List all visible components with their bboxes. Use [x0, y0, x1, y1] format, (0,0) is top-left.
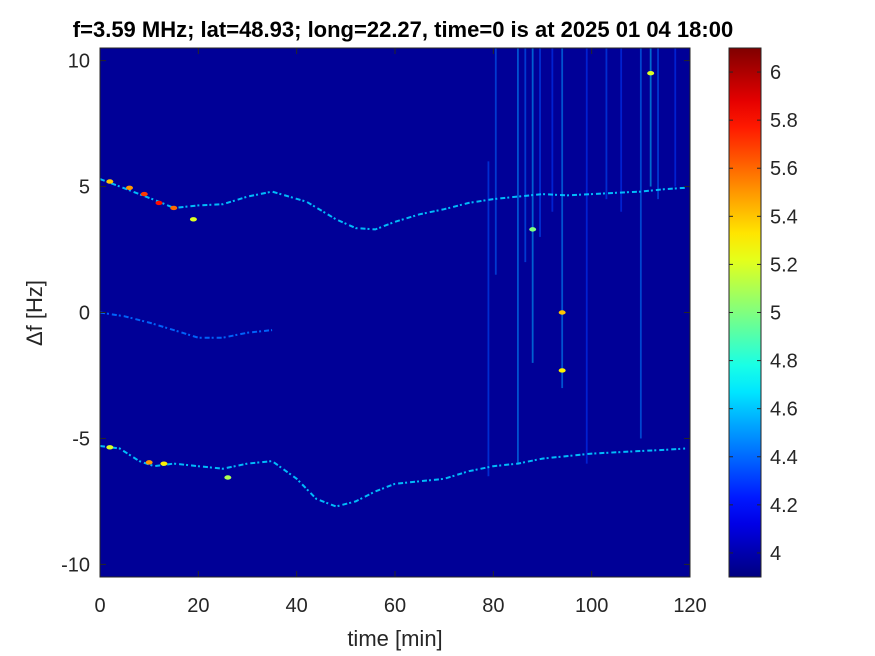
- y-tick-label: 0: [79, 303, 90, 325]
- x-tick-label: 80: [482, 595, 504, 617]
- colorbar-tick-label: 5.4: [770, 206, 798, 228]
- hotspot: [170, 205, 178, 211]
- colorbar: 4 4.2 4.4 4.6 4.8 5 5.2 5.4 5.6 5.8 6: [728, 47, 798, 578]
- vertical-streak: [620, 48, 623, 212]
- colorbar-tick-label: 4: [770, 543, 781, 565]
- hotspot: [145, 460, 153, 465]
- colorbar-ticks: 4 4.2 4.4 4.6 4.8 5 5.2 5.4 5.6 5.8 6: [729, 62, 798, 565]
- chart-title: f=3.59 MHz; lat=48.93; long=22.27, time=…: [73, 17, 733, 42]
- colorbar-tick-label: 4.4: [770, 447, 798, 469]
- colorbar-tick-label: 5: [770, 303, 781, 325]
- trace-upper: [100, 178, 686, 231]
- vertical-streak: [674, 48, 677, 187]
- vertical-streak: [657, 48, 659, 200]
- hotspot: [140, 191, 148, 197]
- hotspot: [126, 185, 133, 191]
- y-tick-label: -5: [72, 428, 90, 450]
- hotspot: [155, 200, 163, 206]
- x-tick-label: 40: [286, 595, 308, 617]
- hotspot: [106, 179, 114, 184]
- vertical-streak: [539, 48, 541, 237]
- vertical-streak: [494, 48, 497, 275]
- vertical-streak: [649, 48, 652, 187]
- y-tick-label: 10: [68, 51, 90, 73]
- y-axis-label: Δf [Hz]: [22, 280, 47, 346]
- x-tick-label: 60: [384, 595, 406, 617]
- vertical-streak: [517, 48, 519, 464]
- plot-area: [99, 47, 691, 578]
- colorbar-tick-label: 4.6: [770, 399, 798, 421]
- y-tick-label: 5: [79, 177, 90, 199]
- colorbar-tick-label: 5.8: [770, 110, 798, 132]
- vertical-streak: [605, 48, 608, 200]
- x-axis: 0 20 40 60 80 100 120: [94, 48, 707, 617]
- plot-background: [100, 48, 690, 577]
- hotspot: [189, 217, 197, 222]
- hotspot: [160, 461, 168, 466]
- colorbar-tick-label: 4.8: [770, 351, 798, 373]
- x-tick-label: 0: [94, 595, 105, 617]
- colorbar-tick-label: 4.2: [770, 495, 798, 517]
- hotspot: [558, 368, 566, 373]
- vertical-streak: [561, 48, 564, 389]
- x-tick-label: 20: [187, 595, 209, 617]
- colorbar-tick-label: 5.2: [770, 254, 798, 276]
- hotspot: [106, 445, 114, 450]
- y-tick-label: -10: [61, 554, 90, 576]
- heatmap-layer: [100, 48, 686, 508]
- trace-middle: [100, 311, 273, 339]
- colorbar-scale: [729, 48, 761, 577]
- colorbar-tick-label: 5.6: [770, 158, 798, 180]
- hotspot: [558, 310, 566, 315]
- vertical-streak: [585, 48, 588, 464]
- hotspot: [529, 227, 537, 232]
- y-axis: -10 -5 0 5 10: [61, 51, 690, 576]
- colorbar-tick-label: 6: [770, 62, 781, 84]
- vertical-streak: [551, 48, 554, 212]
- x-tick-label: 120: [673, 595, 706, 617]
- vertical-streak: [524, 48, 527, 263]
- trace-lower: [100, 445, 686, 508]
- x-tick-label: 100: [575, 595, 608, 617]
- x-axis-label: time [min]: [347, 626, 442, 651]
- hotspot: [224, 475, 232, 480]
- hotspot: [647, 70, 655, 76]
- vertical-streak: [639, 48, 642, 439]
- vertical-streak: [487, 161, 490, 477]
- vertical-streak: [531, 48, 534, 363]
